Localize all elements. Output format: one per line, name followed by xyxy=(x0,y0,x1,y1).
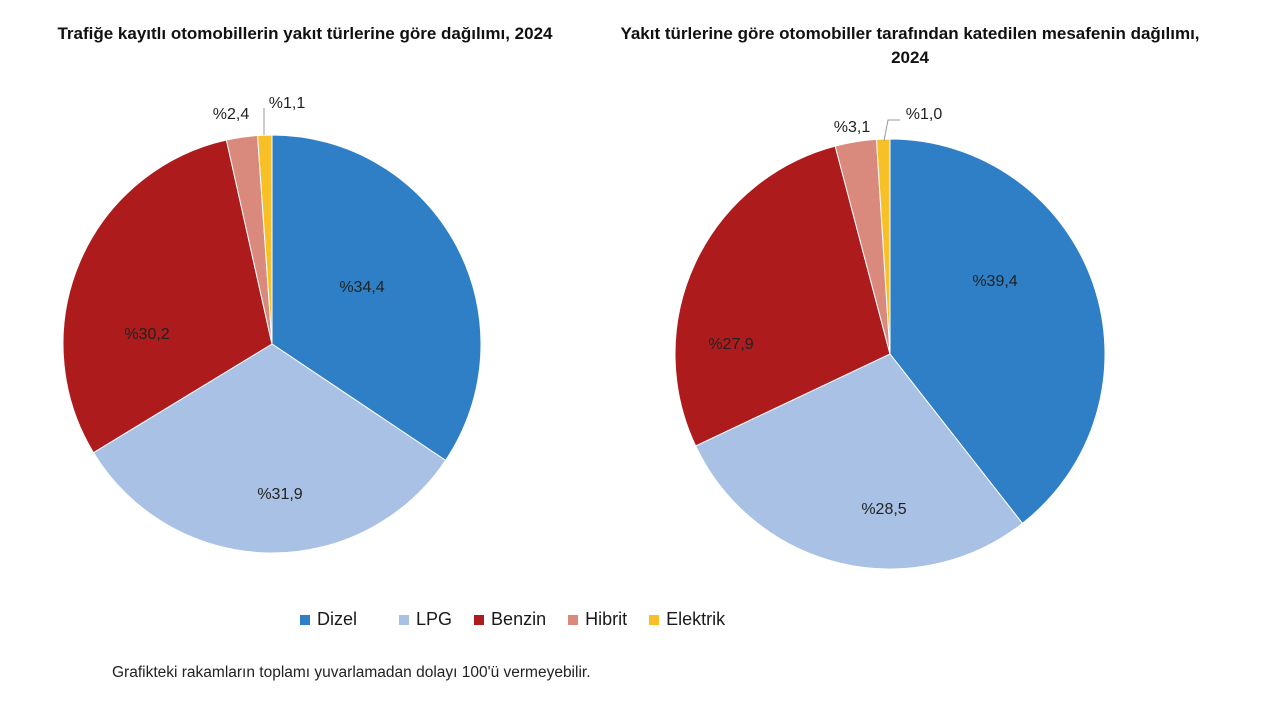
footnote: Grafikteki rakamların toplamı yuvarlamad… xyxy=(112,664,591,681)
pie1-slice-lpg xyxy=(92,343,447,554)
pie1-slice-dizel xyxy=(271,134,482,462)
legend-swatch xyxy=(649,614,660,625)
legend-label: Hibrit xyxy=(585,609,628,629)
pie2-slice-benzin xyxy=(674,145,891,447)
legend: Dizel LPG Benzin Hibrit Elektrik xyxy=(300,609,747,630)
pie1-label-elektrik: %1,1 xyxy=(269,95,306,112)
chart-title-distance-travelled: Yakıt türlerine göre otomobiller tarafın… xyxy=(620,24,1200,67)
pie1-slice-benzin xyxy=(62,139,273,454)
legend-item-lpg: LPG xyxy=(399,609,452,630)
legend-label: Benzin xyxy=(491,609,547,629)
pie1-label-benzin: %30,2 xyxy=(124,326,169,343)
pie1-label-dizel: %34,4 xyxy=(339,279,384,296)
pie2-label-dizel: %39,4 xyxy=(972,273,1017,290)
chart-title-registered-cars: Trafiğe kayıtlı otomobillerin yakıt türl… xyxy=(57,24,553,43)
pie2-label-hibrit: %3,1 xyxy=(834,119,871,136)
legend-item-hibrit: Hibrit xyxy=(568,609,627,630)
legend-swatch xyxy=(568,614,579,625)
pie2-label-lpg: %28,5 xyxy=(861,501,906,518)
pie2-slice-elektrik xyxy=(875,138,891,355)
pie1-slice-elektrik xyxy=(257,134,273,345)
legend-label: Dizel xyxy=(317,609,358,629)
pie2-leader-line xyxy=(883,119,900,142)
pie2-slice-dizel xyxy=(889,138,1106,525)
legend-item-dizel: Dizel xyxy=(300,609,357,630)
legend-item-elektrik: Elektrik xyxy=(649,609,725,630)
legend-label: Elektrik xyxy=(666,609,726,629)
legend-item-benzin: Benzin xyxy=(474,609,546,630)
legend-swatch xyxy=(300,614,310,625)
pie2-label-benzin: %27,9 xyxy=(708,336,753,353)
pie2-label-elektrik: %1,0 xyxy=(906,106,943,123)
legend-swatch xyxy=(399,614,410,625)
legend-label: LPG xyxy=(416,609,453,629)
pie1-label-hibrit: %2,4 xyxy=(213,106,250,123)
pie1-label-lpg: %31,9 xyxy=(257,486,302,503)
legend-swatch xyxy=(474,614,485,625)
